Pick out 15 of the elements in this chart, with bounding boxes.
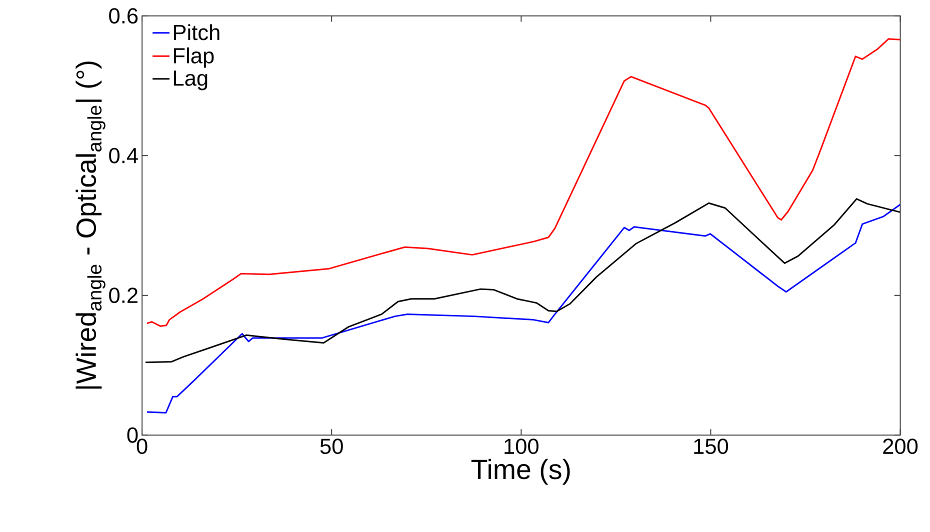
legend-label: Lag	[174, 70, 208, 90]
y-tick-label: 0	[127, 427, 138, 443]
y-axis-title: |Wired$_{angle}$ - Optical$_{angle}$| (°)	[76, 61, 106, 389]
y-tick-label: 0.4	[109, 148, 138, 164]
line-series	[144, 198, 900, 364]
x-tick-label: 50	[320, 438, 343, 454]
legend-label: Pitch	[174, 24, 220, 40]
x-tick-label: 100	[504, 438, 538, 454]
x-tick-label: 200	[883, 438, 918, 454]
x-tick-label: 150	[694, 438, 728, 454]
legend-label: Flap	[174, 47, 214, 68]
line-series	[146, 204, 900, 414]
y-tick-label: 0.2	[109, 288, 138, 303]
y-tick-label: 0.6	[109, 8, 138, 24]
x-axis-title: Time (s)	[471, 458, 570, 485]
